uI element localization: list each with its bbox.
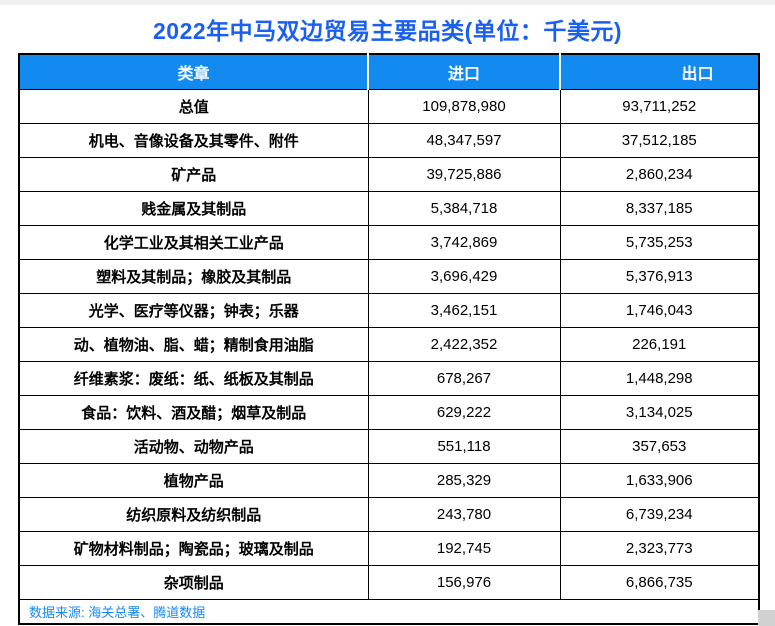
category-cell: 塑料及其制品；橡胶及其制品 [18, 258, 369, 294]
table-row: 贱金属及其制品 5,384,718 8,337,185 [18, 190, 760, 226]
category-cell: 植物产品 [18, 462, 369, 498]
export-cell: 5,376,913 [559, 258, 760, 294]
export-cell: 93,711,252 [559, 88, 760, 124]
col-header-export: 出口 [559, 54, 759, 90]
table-row: 化学工业及其相关工业产品 3,742,869 5,735,253 [18, 224, 760, 260]
table-row: 食品：饮料、酒及醋；烟草及制品 629,222 3,134,025 [18, 394, 760, 430]
export-cell: 5,735,253 [559, 224, 760, 260]
category-cell: 矿产品 [18, 156, 369, 192]
export-cell: 1,746,043 [559, 292, 760, 328]
import-cell: 2,422,352 [367, 326, 561, 362]
page-title: 2022年中马双边贸易主要品类(单位：千美元) [153, 18, 622, 44]
category-cell: 纺织原料及纺织制品 [18, 496, 369, 532]
data-source-note: 数据来源: 海关总署、腾道数据 [19, 598, 759, 624]
category-cell: 杂项制品 [18, 564, 369, 600]
col-header-import: 进口 [367, 54, 560, 90]
export-cell: 1,633,906 [559, 462, 760, 498]
import-cell: 243,780 [367, 496, 561, 532]
export-cell: 226,191 [559, 326, 760, 362]
import-cell: 3,696,429 [367, 258, 561, 294]
table-row: 机电、音像设备及其零件、附件 48,347,597 37,512,185 [18, 122, 760, 158]
table-row: 植物产品 285,329 1,633,906 [18, 462, 760, 498]
category-cell: 贱金属及其制品 [18, 190, 369, 226]
category-cell: 总值 [18, 88, 369, 124]
import-cell: 551,118 [367, 428, 561, 464]
table-row: 矿产品 39,725,886 2,860,234 [18, 156, 760, 192]
import-cell: 39,725,886 [367, 156, 561, 192]
category-cell: 机电、音像设备及其零件、附件 [18, 122, 369, 158]
export-cell: 8,337,185 [559, 190, 760, 226]
table-row: 活动物、动物产品 551,118 357,653 [18, 428, 760, 464]
table-header: 类章 进口 出口 [19, 54, 759, 90]
export-cell: 1,448,298 [559, 360, 760, 396]
table-row: 总值 109,878,980 93,711,252 [18, 88, 760, 124]
category-cell: 化学工业及其相关工业产品 [18, 224, 369, 260]
export-cell: 2,323,773 [559, 530, 760, 566]
export-cell: 2,860,234 [559, 156, 760, 192]
import-cell: 678,267 [367, 360, 561, 396]
table-row: 塑料及其制品；橡胶及其制品 3,696,429 5,376,913 [18, 258, 760, 294]
export-cell: 3,134,025 [559, 394, 760, 430]
import-cell: 5,384,718 [367, 190, 561, 226]
category-cell: 纤维素浆：废纸：纸、纸板及其制品 [18, 360, 369, 396]
export-cell: 6,866,735 [559, 564, 760, 600]
import-cell: 192,745 [367, 530, 561, 566]
category-cell: 活动物、动物产品 [18, 428, 369, 464]
category-cell: 矿物材料制品；陶瓷品；玻璃及制品 [18, 530, 369, 566]
table-body: 总值 109,878,980 93,711,252 机电、音像设备及其零件、附件… [18, 88, 760, 600]
import-cell: 629,222 [367, 394, 561, 430]
table-footer: 数据来源: 海关总署、腾道数据 [19, 598, 759, 624]
col-header-category: 类章 [19, 54, 368, 90]
export-cell: 6,739,234 [559, 496, 760, 532]
category-cell: 食品：饮料、酒及醋；烟草及制品 [18, 394, 369, 430]
table-row: 纺织原料及纺织制品 243,780 6,739,234 [18, 496, 760, 532]
resize-corner [758, 610, 775, 626]
import-cell: 156,976 [367, 564, 561, 600]
import-cell: 109,878,980 [367, 88, 561, 124]
table-row: 矿物材料制品；陶瓷品；玻璃及制品 192,745 2,323,773 [18, 530, 760, 566]
category-cell: 光学、医疗等仪器；钟表；乐器 [18, 292, 369, 328]
category-cell: 动、植物油、脂、蜡；精制食用油脂 [18, 326, 369, 362]
table-row: 动、植物油、脂、蜡；精制食用油脂 2,422,352 226,191 [18, 326, 760, 362]
import-cell: 48,347,597 [367, 122, 561, 158]
import-cell: 3,462,151 [367, 292, 561, 328]
table-row: 纤维素浆：废纸：纸、纸板及其制品 678,267 1,448,298 [18, 360, 760, 396]
export-cell: 357,653 [559, 428, 760, 464]
import-cell: 285,329 [367, 462, 561, 498]
trade-table: 类章 进口 出口 总值 109,878,980 93,711,252 机电、音像… [18, 53, 760, 625]
col-header-export-label: 出口 [681, 65, 714, 83]
header-row: 类章 进口 出口 [19, 54, 759, 90]
window-top-edge [0, 0, 775, 5]
table-row: 杂项制品 156,976 6,866,735 [18, 564, 760, 600]
import-cell: 3,742,869 [367, 224, 561, 260]
footer-row: 数据来源: 海关总署、腾道数据 [19, 598, 759, 624]
table-row: 光学、医疗等仪器；钟表；乐器 3,462,151 1,746,043 [18, 292, 760, 328]
export-cell: 37,512,185 [559, 122, 760, 158]
